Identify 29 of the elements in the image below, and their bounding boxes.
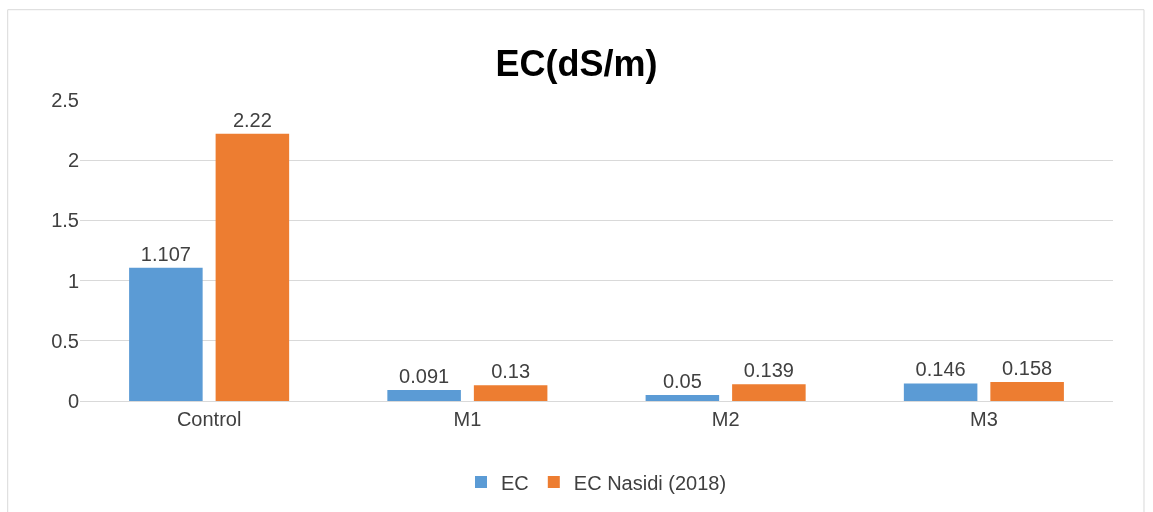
x-tick-label: M1 [453, 408, 482, 430]
data-label: 0.139 [743, 359, 794, 382]
bar [129, 267, 203, 401]
data-label: 0.146 [915, 358, 966, 381]
bar [387, 390, 461, 401]
legend-label: EC Nasidi (2018) [573, 471, 727, 494]
bar [732, 384, 806, 401]
bar [215, 133, 290, 401]
y-tick-label: 1.5 [51, 209, 79, 232]
data-label: 2.22 [232, 108, 272, 131]
chart-title: EC(dS/m) [495, 43, 658, 85]
data-label: 0.05 [662, 369, 702, 392]
y-tick-label: 2.5 [51, 89, 79, 111]
bar [473, 385, 548, 401]
x-tick-label: M3 [969, 408, 998, 430]
y-tick-label: 1 [67, 269, 79, 292]
data-label: 0.091 [399, 365, 450, 388]
bar [903, 383, 978, 401]
bar [645, 394, 720, 401]
y-tick-label: 2 [67, 149, 79, 172]
x-tick-label: Control [176, 408, 242, 430]
x-tick-label: M2 [711, 408, 740, 430]
data-label: 0.158 [1002, 356, 1053, 379]
y-tick-label: 0.5 [51, 329, 79, 352]
y-tick-label: 0 [67, 390, 79, 412]
data-label: 0.13 [491, 360, 531, 383]
data-label: 1.107 [140, 242, 191, 265]
bar [990, 381, 1064, 401]
legend-label: EC [501, 471, 529, 494]
